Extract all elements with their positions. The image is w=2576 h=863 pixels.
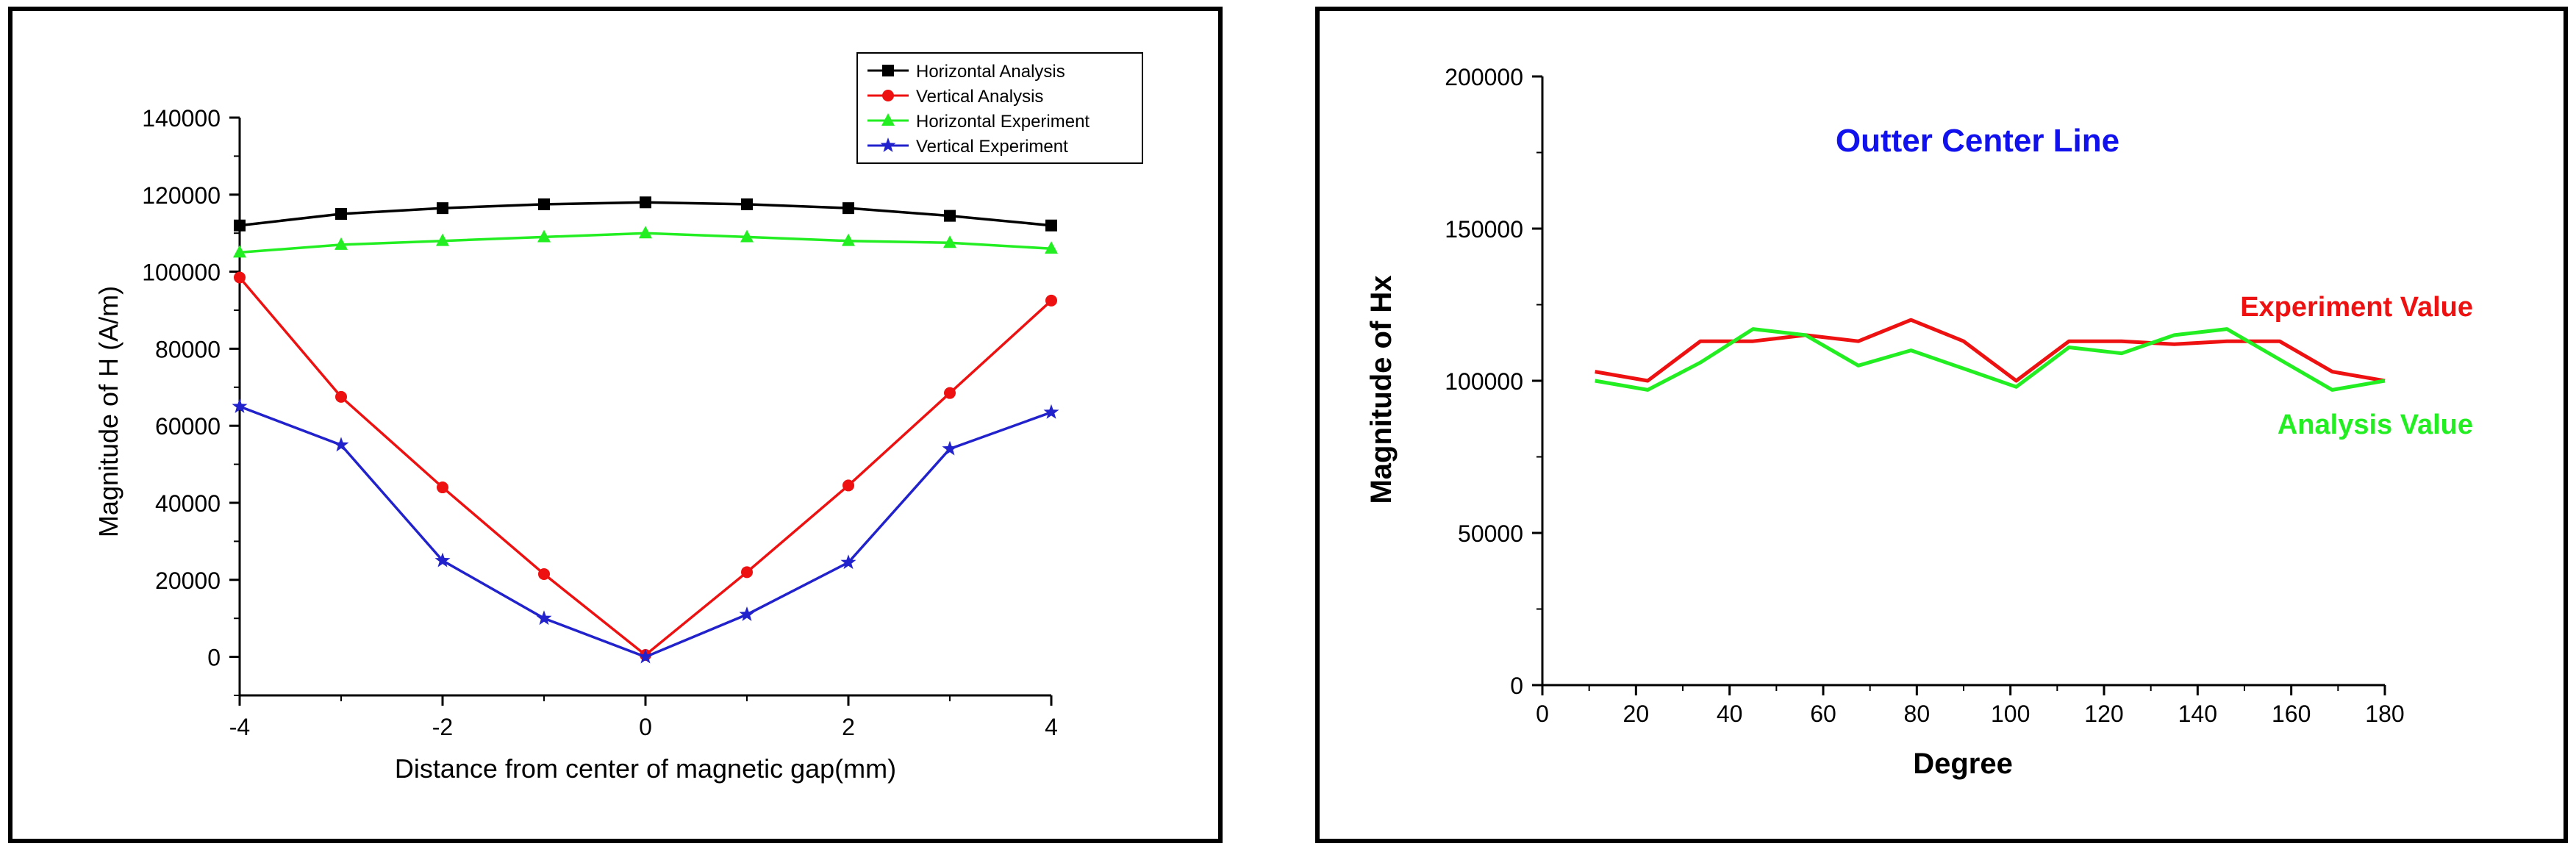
data-point-horizontal-analysis bbox=[944, 210, 956, 222]
data-point-horizontal-experiment bbox=[233, 245, 246, 258]
left-x-tick-label: 0 bbox=[639, 714, 652, 740]
right-chart-title: Outter Center Line bbox=[1836, 123, 2119, 159]
data-point-vertical-analysis bbox=[234, 271, 246, 284]
right-x-axis-label: Degree bbox=[1913, 748, 2013, 780]
left-y-tick-label: 40000 bbox=[155, 490, 221, 517]
chart-right: 0 50000 100000 150000 200000 0 20 40 60 80 100 120 1… bbox=[1365, 64, 2473, 780]
legend-label-vertical-analysis: Vertical Analysis bbox=[916, 87, 1043, 107]
right-x-tick-label: 40 bbox=[1717, 701, 1743, 727]
legend-marker-horizontal-analysis bbox=[882, 65, 894, 76]
chart-left: 0 20000 40000 60000 80000 100000 120000 140000 -… bbox=[93, 52, 1143, 784]
data-point-horizontal-experiment bbox=[842, 233, 855, 246]
data-point-vertical-experiment bbox=[536, 610, 552, 626]
data-point-horizontal-analysis bbox=[437, 202, 448, 215]
right-y-tick-label: 150000 bbox=[1445, 216, 1523, 243]
data-point-vertical-analysis bbox=[335, 390, 347, 403]
left-x-axis-label: Distance from center of magnetic gap(mm) bbox=[395, 753, 896, 784]
data-point-horizontal-experiment bbox=[1045, 241, 1058, 254]
right-y-tick-label: 200000 bbox=[1445, 64, 1523, 90]
data-point-horizontal-analysis bbox=[640, 196, 651, 209]
legend-marker-horizontal-experiment bbox=[881, 113, 895, 126]
data-point-horizontal-experiment bbox=[740, 229, 754, 243]
data-point-vertical-analysis bbox=[538, 567, 550, 580]
data-point-vertical-experiment bbox=[942, 440, 958, 456]
legend-marker-vertical-analysis bbox=[882, 90, 894, 101]
data-point-vertical-experiment bbox=[637, 648, 654, 664]
data-point-vertical-analysis bbox=[741, 566, 753, 579]
right-y-tick-label: 100000 bbox=[1445, 368, 1523, 395]
left-y-tick-label: 120000 bbox=[142, 182, 221, 209]
data-point-vertical-experiment bbox=[840, 554, 856, 570]
data-point-vertical-analysis bbox=[437, 481, 448, 494]
data-point-horizontal-experiment bbox=[639, 226, 652, 239]
data-point-horizontal-analysis bbox=[335, 208, 347, 220]
right-x-tick-label: 180 bbox=[2365, 701, 2404, 727]
data-point-horizontal-experiment bbox=[943, 235, 956, 248]
left-x-tick-label: -2 bbox=[432, 714, 453, 740]
left-x-tick-label: 2 bbox=[842, 714, 855, 740]
right-x-tick-label: 160 bbox=[2272, 701, 2311, 727]
left-x-tick-label: 4 bbox=[1045, 714, 1058, 740]
left-x-tick-label: -4 bbox=[229, 714, 250, 740]
right-panel-frame bbox=[1315, 7, 2568, 843]
left-y-axis-label: Magnitude of H (A/m) bbox=[93, 286, 124, 537]
data-point-vertical-analysis bbox=[944, 387, 956, 399]
right-y-axis-label: Magnitude of Hx bbox=[1365, 275, 1398, 504]
data-point-vertical-experiment bbox=[232, 398, 248, 413]
data-point-horizontal-analysis bbox=[842, 202, 854, 215]
legend-label-vertical-experiment: Vertical Experiment bbox=[916, 137, 1068, 157]
data-point-vertical-experiment bbox=[739, 606, 755, 621]
left-y-tick-label: 140000 bbox=[142, 105, 221, 132]
legend-label-horizontal-analysis: Horizontal Analysis bbox=[916, 62, 1065, 82]
data-point-horizontal-analysis bbox=[538, 198, 550, 210]
right-x-tick-label: 80 bbox=[1904, 701, 1931, 727]
left-y-tick-label: 20000 bbox=[155, 567, 221, 594]
data-point-horizontal-analysis bbox=[1045, 219, 1057, 232]
right-y-tick-label: 0 bbox=[1510, 673, 1523, 699]
right-y-tick-label: 50000 bbox=[1458, 520, 1523, 547]
right-x-tick-label: 60 bbox=[1810, 701, 1836, 727]
left-y-tick-label: 0 bbox=[207, 645, 221, 671]
right-x-tick-label: 140 bbox=[2178, 701, 2217, 727]
left-y-tick-label: 60000 bbox=[155, 413, 221, 440]
data-point-vertical-analysis bbox=[1045, 294, 1057, 307]
left-y-tick-label: 100000 bbox=[142, 259, 221, 286]
data-point-horizontal-experiment bbox=[436, 233, 449, 246]
data-point-horizontal-experiment bbox=[334, 237, 348, 250]
data-point-horizontal-analysis bbox=[234, 219, 246, 232]
data-point-vertical-experiment bbox=[333, 437, 349, 452]
legend-label-horizontal-experiment: Horizontal Experiment bbox=[916, 112, 1090, 132]
series-line-experiment-value bbox=[1595, 318, 2386, 383]
data-point-vertical-experiment bbox=[434, 552, 451, 567]
right-x-tick-label: 0 bbox=[1536, 701, 1549, 727]
data-point-horizontal-experiment bbox=[537, 229, 551, 243]
data-point-vertical-experiment bbox=[1043, 404, 1059, 419]
series-label-experiment-value: Experiment Value bbox=[2240, 292, 2473, 323]
series-line-analysis-value bbox=[1595, 327, 2386, 392]
legend-marker-vertical-experiment bbox=[880, 137, 896, 152]
series-label-analysis-value: Analysis Value bbox=[2278, 409, 2473, 440]
left-y-tick-label: 80000 bbox=[155, 336, 221, 362]
data-point-vertical-analysis bbox=[842, 479, 854, 492]
right-x-tick-label: 20 bbox=[1623, 701, 1650, 727]
data-point-horizontal-analysis bbox=[741, 198, 753, 210]
left-legend: Horizontal Analysis Vertical Analysis Hori… bbox=[856, 52, 1143, 164]
right-x-tick-label: 120 bbox=[2084, 701, 2123, 727]
right-x-tick-label: 100 bbox=[1991, 701, 2030, 727]
